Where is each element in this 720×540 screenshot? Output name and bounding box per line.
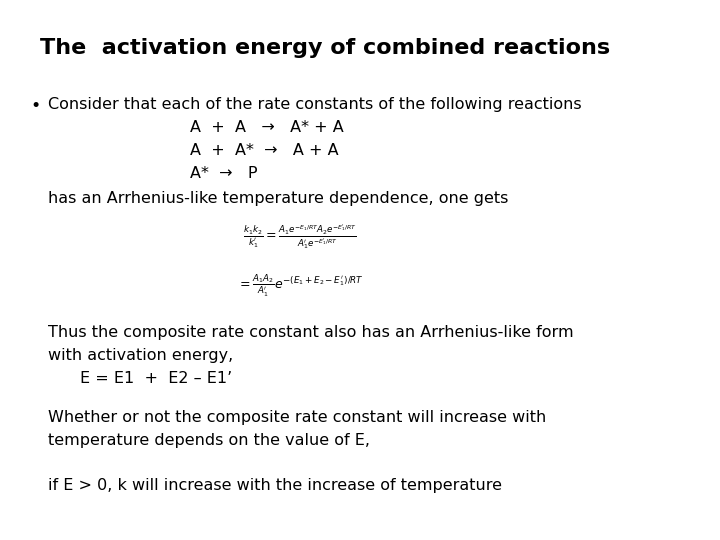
Text: has an Arrhenius-like temperature dependence, one gets: has an Arrhenius-like temperature depend… — [48, 191, 508, 206]
Text: A  +  A*  →   A + A: A + A* → A + A — [190, 143, 338, 158]
Text: •: • — [30, 97, 40, 115]
Text: The  activation energy of combined reactions: The activation energy of combined reacti… — [40, 38, 610, 58]
Text: E = E1  +  E2 – E1’: E = E1 + E2 – E1’ — [80, 371, 232, 386]
Text: if E > 0, k will increase with the increase of temperature: if E > 0, k will increase with the incre… — [48, 478, 502, 493]
Text: temperature depends on the value of E,: temperature depends on the value of E, — [48, 433, 370, 448]
Text: $\frac{k_1 k_2}{k_1^{\prime}} = \frac{A_1 e^{-E_1/RT} A_2 e^{-E_1^{\prime}/RT}}{: $\frac{k_1 k_2}{k_1^{\prime}} = \frac{A_… — [243, 222, 356, 251]
Text: A*  →   P: A* → P — [190, 166, 258, 181]
Text: Thus the composite rate constant also has an Arrhenius-like form: Thus the composite rate constant also ha… — [48, 325, 574, 340]
Text: Whether or not the composite rate constant will increase with: Whether or not the composite rate consta… — [48, 410, 546, 425]
Text: with activation energy,: with activation energy, — [48, 348, 233, 363]
Text: Consider that each of the rate constants of the following reactions: Consider that each of the rate constants… — [48, 97, 582, 112]
Text: $= \frac{A_1 A_2}{A_1^{\prime}} e^{-(E_1 + E_2 - E_1^{\prime})/RT}$: $= \frac{A_1 A_2}{A_1^{\prime}} e^{-(E_1… — [237, 272, 364, 299]
Text: A  +  A   →   A* + A: A + A → A* + A — [190, 120, 343, 135]
